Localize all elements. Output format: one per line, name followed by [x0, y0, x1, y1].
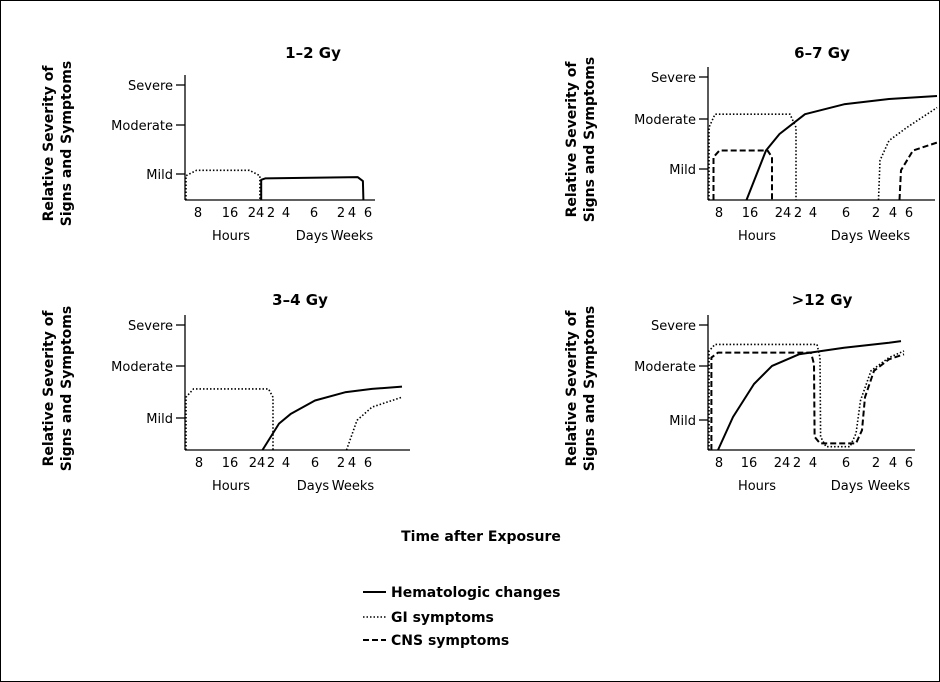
x-group-label-weeks: Weeks: [332, 479, 375, 494]
x-tick-label: 6: [905, 206, 913, 221]
y-axis-label-line-1: Relative Severity of: [41, 65, 57, 222]
x-tick-label: 16: [742, 206, 759, 221]
series-hematologic-changes-segment-1: [745, 95, 938, 201]
y-tick-label-mild: Mild: [669, 414, 696, 429]
y-tick-label-moderate: Moderate: [111, 119, 173, 134]
series-gi-symptoms-segment-1: [708, 343, 905, 450]
series-hematologic-changes-segment-1: [260, 176, 365, 201]
x-group-label-hours: Hours: [212, 229, 250, 244]
x-group-label-hours: Hours: [738, 229, 776, 244]
panel-title: 1–2 Gy: [285, 44, 341, 62]
x-tick-label: 4: [889, 206, 897, 221]
y-axis-label-line-2: Signs and Symptoms: [582, 306, 598, 471]
legend-label-hematologic: Hematologic changes: [391, 585, 561, 601]
series-gi-symptoms-segment-2: [345, 396, 403, 451]
y-axis-label-line-2: Signs and Symptoms: [582, 57, 598, 222]
y-tick-label-moderate: Moderate: [634, 113, 696, 128]
x-tick-label: 6: [905, 456, 913, 471]
x-tick-label: 16: [222, 206, 239, 221]
x-tick-label: 24: [775, 206, 792, 221]
y-axis-label-line-2: Signs and Symptoms: [59, 61, 75, 226]
x-group-label-hours: Hours: [738, 479, 776, 494]
series-gi-symptoms-segment-1: [708, 113, 797, 200]
panel-6-7-gy: 6–7 Gy Relative Severity of Signs and Symp…: [564, 44, 940, 244]
x-tick-label: 6: [310, 206, 318, 221]
x-tick-label: 2: [794, 206, 802, 221]
y-tick-label-severe: Severe: [651, 71, 696, 86]
legend-label-cns: CNS symptoms: [391, 633, 509, 649]
x-tick-label: 4: [282, 206, 290, 221]
series-hematologic-changes-segment-1: [261, 385, 403, 451]
panel-3-4-gy: 3–4 Gy Relative Severity of Signs and Symp…: [41, 291, 410, 494]
series-cns-symptoms-segment-2: [898, 140, 940, 201]
x-tick-label: 4: [809, 456, 817, 471]
x-tick-label: 24: [774, 456, 791, 471]
y-axis-label: Relative Severity of Signs and Symptoms: [564, 57, 598, 222]
y-tick-label-mild: Mild: [669, 163, 696, 178]
x-tick-label: 4: [889, 456, 897, 471]
x-tick-label: 6: [842, 456, 850, 471]
x-tick-label: 6: [364, 456, 372, 471]
legend: Hematologic changes GI symptoms CNS symp…: [363, 585, 561, 649]
y-tick-label-mild: Mild: [146, 168, 173, 183]
series-gi-symptoms-segment-2: [877, 106, 938, 201]
x-group-label-days: Days: [831, 479, 864, 494]
x-group-label-days: Days: [296, 229, 329, 244]
x-tick-label: 2: [267, 456, 275, 471]
x-group-label-days: Days: [831, 229, 864, 244]
panel-over-12-gy: >12 Gy Relative Severity of Signs and Symp…: [564, 291, 915, 494]
x-tick-label: 2: [337, 206, 345, 221]
x-tick-label: 6: [842, 206, 850, 221]
y-axis-label-line-2: Signs and Symptoms: [59, 306, 75, 471]
x-group-label-hours: Hours: [212, 479, 250, 494]
x-tick-label: 2: [337, 456, 345, 471]
x-tick-label: 16: [741, 456, 758, 471]
y-axis-label-line-1: Relative Severity of: [564, 61, 580, 218]
y-tick-label-moderate: Moderate: [111, 360, 173, 375]
x-group-label-weeks: Weeks: [868, 229, 911, 244]
x-tick-label: 8: [715, 206, 723, 221]
x-group-label-days: Days: [297, 479, 330, 494]
x-tick-label: 4: [809, 206, 817, 221]
x-axis-title: Time after Exposure: [401, 529, 561, 545]
x-tick-label: 4: [348, 456, 356, 471]
x-group-label-weeks: Weeks: [331, 229, 374, 244]
legend-label-gi: GI symptoms: [391, 610, 494, 626]
x-tick-label: 16: [222, 456, 239, 471]
panel-title: >12 Gy: [792, 291, 853, 309]
series-cns-symptoms-segment-1: [710, 351, 905, 450]
y-axis-label: Relative Severity of Signs and Symptoms: [41, 61, 75, 226]
x-tick-label: 8: [194, 206, 202, 221]
x-tick-label: 24: [249, 456, 266, 471]
y-tick-label-moderate: Moderate: [634, 360, 696, 375]
y-tick-label-severe: Severe: [651, 319, 696, 334]
y-axis-label-line-1: Relative Severity of: [41, 310, 57, 467]
series-hematologic-changes-segment-1: [717, 340, 902, 451]
x-tick-label: 24: [248, 206, 265, 221]
series-cns-symptoms-segment-1: [712, 149, 773, 200]
y-axis-label: Relative Severity of Signs and Symptoms: [41, 306, 75, 471]
series-gi-symptoms-segment-1: [185, 388, 274, 450]
panel-1-2-gy: 1–2 Gy Relative Severity of Signs and Symp…: [41, 44, 375, 244]
y-tick-label-mild: Mild: [146, 412, 173, 427]
y-tick-label-severe: Severe: [128, 79, 173, 94]
series-gi-symptoms-segment-1: [185, 169, 261, 200]
panel-title: 6–7 Gy: [794, 44, 850, 62]
x-tick-label: 4: [348, 206, 356, 221]
x-tick-label: 6: [364, 206, 372, 221]
x-tick-label: 8: [195, 456, 203, 471]
x-tick-label: 6: [311, 456, 319, 471]
y-axis-label-line-1: Relative Severity of: [564, 310, 580, 467]
x-tick-label: 2: [872, 456, 880, 471]
y-tick-label-severe: Severe: [128, 319, 173, 334]
x-tick-label: 4: [282, 456, 290, 471]
x-tick-label: 2: [793, 456, 801, 471]
x-group-label-weeks: Weeks: [868, 479, 911, 494]
y-axis-label: Relative Severity of Signs and Symptoms: [564, 306, 598, 471]
x-tick-label: 8: [715, 456, 723, 471]
panel-title: 3–4 Gy: [272, 291, 328, 309]
x-tick-label: 2: [267, 206, 275, 221]
x-tick-label: 2: [872, 206, 880, 221]
